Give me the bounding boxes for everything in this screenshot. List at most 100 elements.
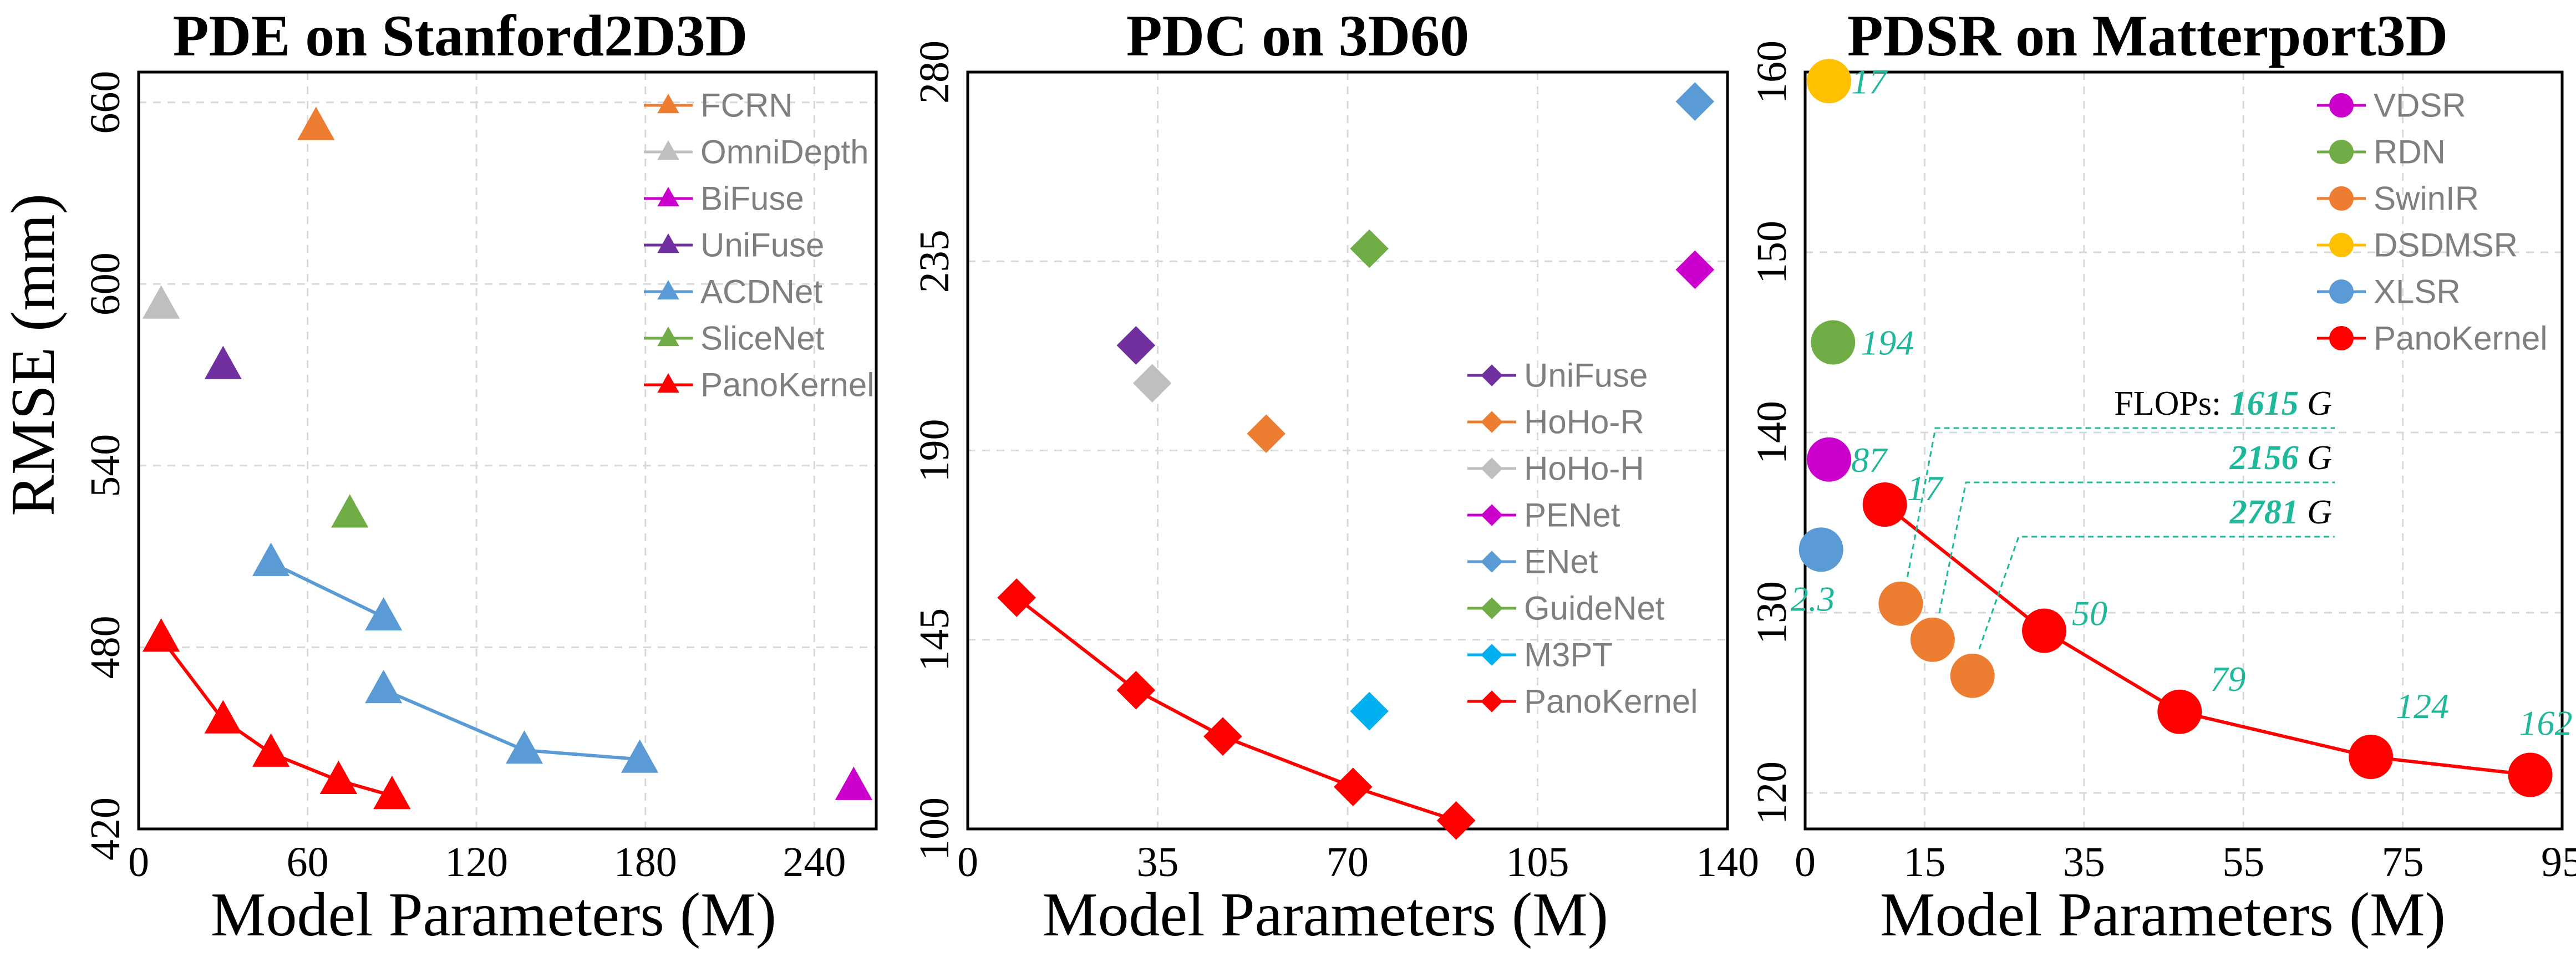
legend-label: ENet <box>1524 543 1598 581</box>
panel1-xtick-label: 0 <box>128 839 149 885</box>
legend-marker <box>1481 597 1503 619</box>
panel1-plot: 0 60 120 180 240 420 480 540 600 660 FCRN OmniDepth… <box>82 70 878 885</box>
panel1-acdnet-point <box>621 739 659 773</box>
panel2-hoho-r-point <box>1247 414 1286 453</box>
point-annotation: 17 <box>1907 469 1944 508</box>
panel2-xlabel: Model Parameters (M) <box>1042 880 1609 949</box>
panel3-swinir-point <box>1878 581 1923 626</box>
point-annotation: 79 <box>2210 659 2245 699</box>
panel1-acdnet-point <box>365 669 403 704</box>
legend-marker <box>1481 457 1503 480</box>
panel3-legend-item: SwinIR <box>2317 180 2479 217</box>
panel3-xlsr-point <box>1798 527 1843 572</box>
panel2-panokernel-point <box>1116 670 1156 710</box>
panel3-swinir-point <box>1950 653 1995 698</box>
panel3-plot: 0 15 35 55 75 95 120 130 140 150 160 VDSR RDN SwinIR D… <box>1749 40 2576 885</box>
panel2-xtick-label: 140 <box>1696 839 1759 885</box>
legend-label: BiFuse <box>700 180 804 217</box>
legend-marker <box>657 140 679 160</box>
panel1-panokernel-line <box>160 637 393 797</box>
panel2-enet-point <box>1675 82 1715 121</box>
panel2-xtick-label: 70 <box>1327 839 1369 885</box>
panel3-dsdmsr-point <box>1807 59 1852 104</box>
legend-marker <box>657 279 679 300</box>
panel2-xtick-label: 35 <box>1137 839 1179 885</box>
panel1-panokernel-point <box>252 733 290 767</box>
panel2-legend-item: HoHo-H <box>1467 450 1644 487</box>
panel2-panokernel-point <box>1333 767 1373 806</box>
panel3-vdsr-point <box>1807 437 1852 482</box>
panel2-xtick-label: 105 <box>1506 839 1569 885</box>
panel3-panokernel-point <box>1862 482 1907 527</box>
panel1-legend-item: OmniDepth <box>644 134 868 171</box>
panel1-acdnet-point <box>252 542 290 576</box>
legend-marker <box>2329 233 2354 257</box>
panel2-title: PDC on 3D60 <box>1126 3 1470 68</box>
panel2-ytick-label: 280 <box>911 40 958 104</box>
panel2-legend-item: GuideNet <box>1467 590 1665 627</box>
panel3-ytick-label: 130 <box>1749 581 1795 644</box>
legend-label: UniFuse <box>1524 357 1648 394</box>
legend-label: ACDNet <box>700 273 822 311</box>
panel2-hoho-h-point <box>1132 364 1172 403</box>
legend-label: UniFuse <box>700 227 824 264</box>
panel1-panokernel-point <box>142 618 180 652</box>
panel3-legend-item: XLSR <box>2317 273 2461 311</box>
panel1-legend-item: ACDNet <box>644 273 822 311</box>
flops-label: 2781 G <box>2229 493 2332 531</box>
legend-label: SwinIR <box>2374 180 2479 217</box>
panel3-ytick-label: 150 <box>1749 221 1795 284</box>
panel1-xtick-label: 240 <box>783 839 846 885</box>
panel3-xtick-label: 95 <box>2541 839 2576 885</box>
panel3-swinir-point <box>1910 617 1955 662</box>
point-annotation: 17 <box>1851 62 1888 101</box>
panel1-fcrn-point <box>297 106 335 140</box>
panel1-panokernel-point <box>373 775 411 810</box>
panel2-penet-point <box>1675 250 1715 289</box>
point-annotation: 2.3 <box>1791 579 1835 618</box>
panel2-legend-item: ENet <box>1467 543 1598 581</box>
legend-marker <box>1481 551 1503 573</box>
panel1-legend-item: UniFuse <box>644 227 824 264</box>
panel2-m3pt-point <box>1350 691 1389 731</box>
panel3-title: PDSR on Matterport3D <box>1847 3 2448 68</box>
legend-label: GuideNet <box>1524 590 1665 627</box>
legend-label: PanoKernel <box>700 367 875 404</box>
legend-marker <box>1481 364 1503 386</box>
legend-label: PanoKernel <box>2374 320 2548 357</box>
panel3-xtick-label: 0 <box>1795 839 1816 885</box>
panel1-xtick-label: 60 <box>287 839 329 885</box>
panel2-legend-item: HoHo-R <box>1467 404 1644 441</box>
legend-label: PanoKernel <box>1524 683 1698 720</box>
point-annotation: 194 <box>1861 323 1914 363</box>
flops-leader-line <box>1978 536 2335 650</box>
point-annotation: 50 <box>2072 594 2107 633</box>
panel2-panokernel-point <box>997 578 1036 617</box>
legend-marker <box>657 326 679 347</box>
panel2-plot: 0 35 70 105 140 100 145 190 235 280 UniFuse HoHo-R H… <box>911 40 1759 885</box>
panel1-xtick-label: 120 <box>445 839 508 885</box>
legend-label: OmniDepth <box>700 134 868 171</box>
panel3-ytick-label: 140 <box>1749 401 1795 464</box>
panel1-panokernel-point <box>204 700 242 734</box>
point-annotation: 162 <box>2519 704 2573 743</box>
panel3-panokernel-point <box>2157 689 2202 734</box>
panel3-xtick-label: 55 <box>2222 839 2264 885</box>
panel1-xtick-label: 180 <box>614 839 677 885</box>
legend-marker <box>657 233 679 253</box>
panel3-panokernel-point <box>2508 752 2553 797</box>
panel3-xtick-label: 15 <box>1904 839 1946 885</box>
legend-marker <box>1481 411 1503 433</box>
panel3-xtick-label: 35 <box>2063 839 2105 885</box>
legend-marker <box>657 373 679 393</box>
panel2-ytick-label: 235 <box>911 230 958 293</box>
panel3-frame <box>1803 70 2564 831</box>
panel2-legend-item: PanoKernel <box>1467 683 1698 720</box>
panel1-omnidepth-point <box>142 285 180 319</box>
panel2-xtick-label: 0 <box>957 839 978 885</box>
panel2-panokernel-point <box>1436 801 1476 840</box>
panel1-legend-item: BiFuse <box>644 180 804 217</box>
legend-marker <box>2329 186 2354 211</box>
panel3-panokernel-point <box>2022 608 2067 653</box>
